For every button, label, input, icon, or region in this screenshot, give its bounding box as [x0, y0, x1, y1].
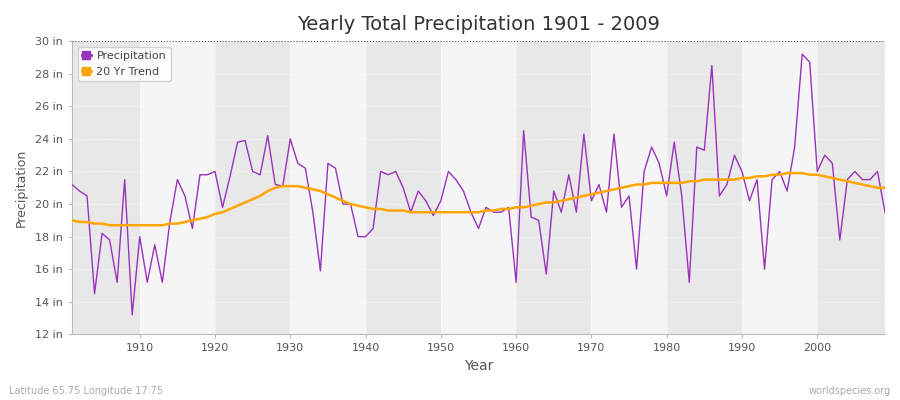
20 Yr Trend	[300, 185, 310, 190]
Precipitation	[127, 312, 138, 317]
Line: 20 Yr Trend: 20 Yr Trend	[72, 173, 885, 225]
Bar	[516, 41, 591, 334]
20 Yr Trend	[518, 205, 529, 210]
20 Yr Trend	[134, 223, 145, 228]
Y-axis label: Precipitation: Precipitation	[15, 149, 28, 227]
Precipitation	[345, 202, 356, 206]
Title: Yearly Total Precipitation 1901 - 2009: Yearly Total Precipitation 1901 - 2009	[297, 15, 660, 34]
Bar	[667, 41, 742, 334]
20 Yr Trend	[67, 218, 77, 223]
Precipitation	[518, 128, 529, 133]
Text: Latitude 65.75 Longitude 17.75: Latitude 65.75 Longitude 17.75	[9, 386, 163, 396]
Legend: Precipitation, 20 Yr Trend: Precipitation, 20 Yr Trend	[77, 47, 171, 81]
Precipitation	[879, 210, 890, 215]
Precipitation	[67, 182, 77, 187]
Bar	[817, 41, 885, 334]
Bar	[140, 41, 215, 334]
20 Yr Trend	[879, 185, 890, 190]
20 Yr Trend	[782, 171, 793, 176]
20 Yr Trend	[510, 205, 521, 210]
Bar	[291, 41, 365, 334]
Line: Precipitation: Precipitation	[72, 54, 885, 315]
20 Yr Trend	[345, 202, 356, 206]
Bar	[365, 41, 441, 334]
Precipitation	[510, 280, 521, 285]
Text: worldspecies.org: worldspecies.org	[809, 386, 891, 396]
Bar	[215, 41, 291, 334]
Precipitation	[300, 166, 310, 171]
20 Yr Trend	[104, 223, 115, 228]
20 Yr Trend	[608, 187, 619, 192]
Bar	[591, 41, 667, 334]
Precipitation	[134, 234, 145, 239]
Bar	[742, 41, 817, 334]
Precipitation	[796, 52, 807, 56]
Bar	[72, 41, 140, 334]
Bar	[441, 41, 516, 334]
Precipitation	[608, 132, 619, 136]
X-axis label: Year: Year	[464, 359, 493, 373]
